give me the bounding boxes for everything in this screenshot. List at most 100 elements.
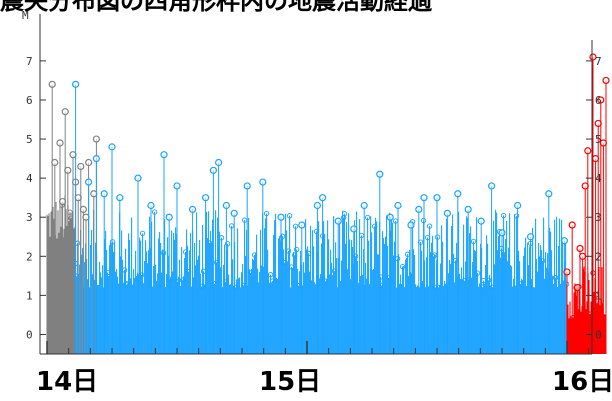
- event-point: [415, 205, 423, 214]
- event-point: [319, 194, 327, 202]
- event-point: [243, 182, 251, 190]
- event-point: [259, 178, 267, 186]
- event-point: [464, 205, 472, 214]
- event-point: [350, 225, 358, 233]
- background-event-marker: [293, 246, 300, 253]
- background-event-marker: [285, 248, 292, 254]
- event-point: [277, 213, 285, 221]
- event-point: [71, 80, 80, 88]
- event-point: [433, 194, 441, 202]
- chart-title: 震央分布図の四角形枠内の地震活動経過: [0, 0, 432, 15]
- event-point: [51, 158, 59, 167]
- event-point: [488, 182, 496, 190]
- event-point: [64, 166, 72, 174]
- event-point: [477, 217, 485, 225]
- background-event-marker: [470, 238, 477, 245]
- event-point: [545, 190, 553, 198]
- event-point: [313, 201, 321, 210]
- background-event-marker: [139, 230, 146, 237]
- background-event-marker: [364, 214, 371, 221]
- event-point: [386, 213, 394, 221]
- event-point: [147, 201, 155, 210]
- x-label-day-14: 14日: [36, 367, 99, 397]
- event-point: [222, 201, 230, 210]
- event-point: [591, 154, 600, 163]
- event-point: [578, 252, 587, 260]
- event-point: [84, 158, 93, 167]
- tick-layer: 0 0 1 1 2 2 3 3 4 4 5 5 6 6 7 7: [26, 55, 602, 354]
- background-event-marker: [224, 241, 231, 247]
- event-point: [116, 194, 124, 202]
- background-event-marker: [138, 272, 145, 278]
- event-point: [173, 182, 181, 190]
- background-event-marker: [399, 263, 406, 270]
- background-event-marker: [539, 258, 546, 264]
- background-event-marker: [341, 211, 348, 217]
- background-event-marker: [474, 270, 481, 276]
- y-tick-label-right: 1: [595, 289, 602, 302]
- event-point: [56, 139, 64, 147]
- y-tick-label-right: 3: [595, 211, 602, 224]
- background-event-marker: [151, 209, 158, 215]
- y-tick-label-left: 3: [26, 211, 33, 224]
- event-point: [602, 76, 610, 85]
- x-label-day-16: 16日: [552, 367, 612, 397]
- background-event-marker: [430, 253, 437, 260]
- event-point: [513, 201, 522, 210]
- background-event-marker: [513, 213, 520, 219]
- background-event-marker: [292, 223, 299, 229]
- event-point: [360, 201, 368, 210]
- event-point: [92, 154, 101, 163]
- event-point: [394, 201, 402, 210]
- event-point: [215, 158, 223, 167]
- y-tick-label-right: 5: [595, 133, 602, 146]
- event-point: [560, 237, 569, 245]
- y-tick-label-left: 0: [26, 328, 33, 341]
- event-point: [61, 108, 69, 116]
- event-point: [298, 221, 306, 229]
- background-event-marker: [121, 267, 128, 273]
- event-point: [165, 213, 173, 221]
- y-tick-label-left: 6: [26, 94, 33, 107]
- event-point: [420, 194, 428, 202]
- event-point: [77, 162, 85, 171]
- y-tick-label-left: 1: [26, 289, 33, 302]
- event-point: [209, 166, 217, 174]
- event-point: [454, 190, 462, 198]
- event-point: [202, 194, 210, 202]
- event-point: [568, 221, 576, 229]
- event-point: [597, 96, 605, 104]
- background-event-marker: [426, 223, 433, 229]
- y-axis-label: M: [22, 9, 29, 22]
- x-label-day-15: 15日: [259, 367, 322, 397]
- event-point: [92, 135, 101, 143]
- event-point: [498, 229, 506, 237]
- event-point: [48, 80, 56, 88]
- y-tick-label-right: 6: [595, 94, 602, 107]
- axes-layer: M: [22, 9, 593, 355]
- y-tick-label-right: 0: [595, 328, 602, 341]
- event-point: [334, 217, 342, 225]
- event-point: [526, 233, 535, 241]
- event-point: [376, 170, 384, 178]
- y-tick-label-right: 4: [595, 172, 602, 185]
- background-event-marker: [500, 212, 507, 219]
- background-event-marker: [267, 272, 274, 278]
- event-point: [79, 205, 88, 214]
- event-stem-layer: [48, 53, 610, 354]
- event-point: [108, 143, 116, 151]
- background-event-marker: [434, 234, 441, 240]
- event-point: [584, 147, 592, 155]
- background-event-marker: [263, 210, 270, 217]
- background-event-marker: [279, 233, 286, 239]
- event-point: [134, 174, 142, 182]
- event-point: [230, 209, 238, 217]
- y-tick-label-left: 5: [26, 133, 33, 146]
- background-event-marker: [109, 239, 116, 245]
- event-point: [443, 209, 451, 217]
- background-event-marker: [340, 214, 347, 221]
- event-point: [100, 190, 108, 198]
- y-tick-label-left: 4: [26, 172, 33, 185]
- event-point: [189, 205, 197, 214]
